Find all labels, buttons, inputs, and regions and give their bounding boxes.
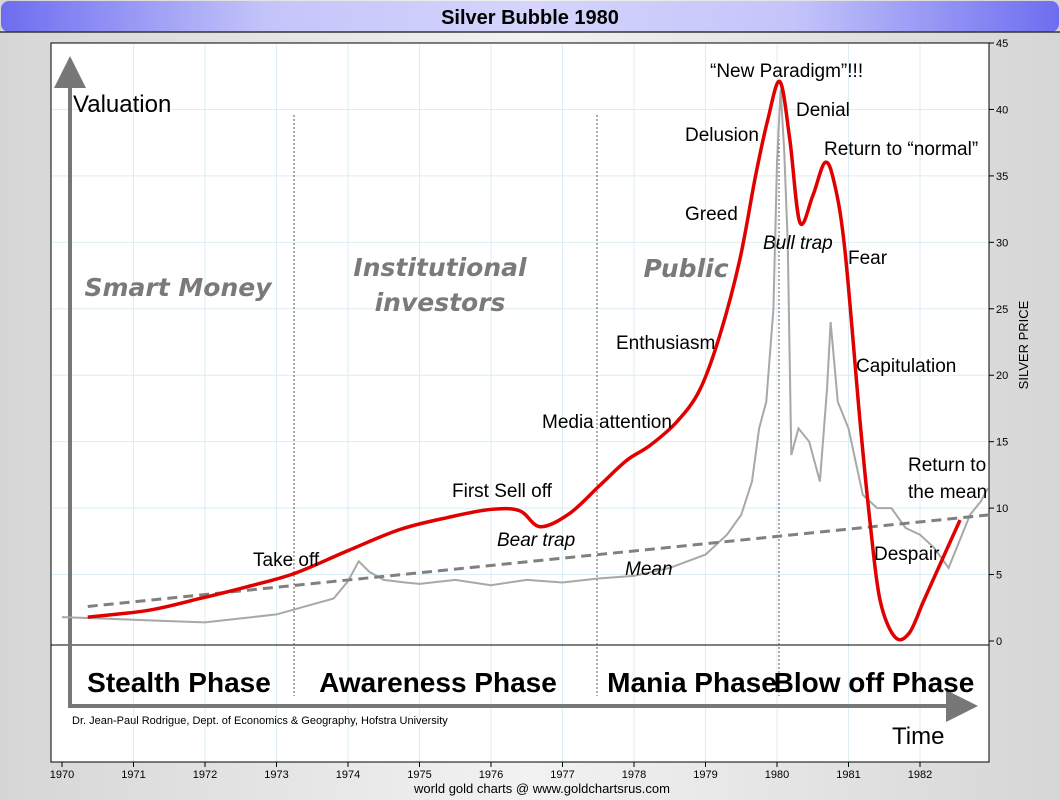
y-tick-label: 40	[996, 104, 1008, 116]
annotation: Take off	[253, 550, 320, 571]
phase-label: Mania Phase	[607, 667, 777, 698]
x-tick-label: 1974	[336, 769, 360, 781]
y-tick-label: 20	[996, 370, 1008, 382]
annotation: Mean	[625, 559, 673, 580]
x-tick-label: 1982	[908, 769, 932, 781]
group-label: Institutional	[353, 253, 527, 282]
x-tick-label: 1978	[622, 769, 646, 781]
x-tick-label: 1980	[765, 769, 789, 781]
credit-text: Dr. Jean-Paul Rodrigue, Dept. of Economi…	[72, 715, 448, 727]
bubble-curve	[87, 79, 962, 642]
x-tick-label: 1976	[479, 769, 503, 781]
phase-label: Stealth Phase	[87, 667, 271, 698]
footer-text: world gold charts @ www.goldchartsrus.co…	[413, 781, 670, 796]
x-tick-label: 1973	[264, 769, 288, 781]
annotation: Delusion	[685, 125, 759, 146]
annotation: Fear	[848, 248, 888, 269]
annotation: Return to “normal”	[824, 139, 978, 160]
y-tick-label: 25	[996, 304, 1008, 316]
annotation: Capitulation	[856, 356, 956, 377]
x-tick-label: 1981	[836, 769, 860, 781]
x-tick-label: 1970	[50, 769, 74, 781]
x-axis-label: Time	[892, 723, 944, 750]
y-tick-label: 35	[996, 171, 1008, 183]
y-tick-label: 15	[996, 437, 1008, 449]
y-tick-label: 10	[996, 503, 1008, 515]
x-tick-label: 1979	[693, 769, 717, 781]
annotation: Enthusiasm	[616, 333, 715, 354]
silver-price-line	[61, 89, 989, 624]
y-axis-label: Valuation	[73, 91, 171, 118]
x-tick-label: 1971	[121, 769, 145, 781]
y-tick-label: 30	[996, 237, 1008, 249]
y-tick-label: 0	[996, 636, 1002, 648]
annotation: Bear trap	[497, 530, 575, 551]
annotation: Media attention	[542, 412, 672, 433]
x-axis: 1970 1971 1972 1973 1974 1975 1976 1977 1978 1979…	[50, 762, 932, 781]
annotation: First Sell off	[452, 481, 553, 502]
annotation: “New Paradigm”!!!	[710, 61, 863, 82]
y2-axis-label: SILVER PRICE	[1016, 300, 1031, 389]
group-label: Public	[643, 254, 728, 283]
group-label: Smart Money	[84, 273, 273, 302]
annotation: Denial	[796, 100, 850, 121]
phase-label: Awareness Phase	[319, 667, 557, 698]
group-label: investors	[375, 288, 506, 317]
y-tick-label: 5	[996, 570, 1002, 582]
x-tick-label: 1977	[550, 769, 574, 781]
chart-title: Silver Bubble 1980	[441, 7, 619, 29]
annotation: the mean	[908, 482, 987, 503]
x-tick-label: 1975	[407, 769, 431, 781]
y-tick-label: 45	[996, 38, 1008, 50]
x-tick-label: 1972	[193, 769, 217, 781]
annotation: Bull trap	[763, 233, 833, 254]
plot-area	[50, 42, 990, 763]
y-axis-right: 0 5 10 15 20 25 30 35 40 45	[989, 38, 1008, 648]
annotation: Return to	[908, 455, 986, 476]
title-bar	[1, 1, 1059, 32]
annotation: Despair	[874, 544, 940, 565]
phase-label: Blow off Phase	[774, 667, 975, 698]
mean-line	[87, 513, 991, 608]
annotation: Greed	[685, 204, 738, 225]
